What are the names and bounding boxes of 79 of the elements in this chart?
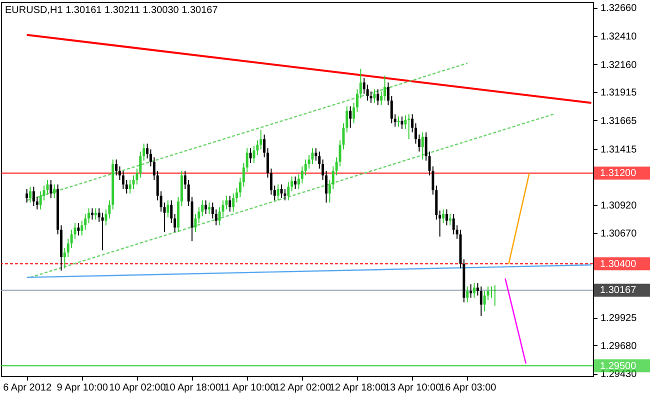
candlestick: [442, 208, 445, 224]
candlestick: [29, 186, 32, 204]
candlestick: [276, 184, 280, 201]
x-tick-label: 12 Apr 02:00: [274, 382, 332, 394]
chart-title: EURUSD,H1 1.30161 1.30211 1.30030 1.30167: [5, 5, 218, 16]
y-tick-label: 1.29430: [600, 369, 638, 380]
candlestick: [421, 132, 424, 160]
candlestick: [483, 290, 486, 312]
candlestick: [128, 179, 132, 194]
candlestick: [208, 202, 210, 214]
candlestick: [376, 88, 380, 106]
candlestick: [370, 91, 372, 104]
x-tick-label: 9 Apr 10:00: [56, 382, 108, 394]
candlestick: [104, 208, 108, 226]
candlestick: [80, 220, 84, 236]
candlestick: [466, 286, 469, 303]
candlestick: [349, 106, 352, 128]
candlestick: [194, 213, 197, 233]
y-tick-label: 1.29680: [600, 340, 638, 352]
candlestick: [94, 208, 97, 220]
x-tick-label: 12 Apr 18:00: [329, 382, 387, 394]
x-tick-label: 6 Apr 2012: [3, 382, 52, 394]
candlestick: [294, 176, 297, 190]
candlestick: [408, 114, 410, 140]
candlestick: [448, 213, 452, 226]
y-tick-label: 1.31665: [600, 116, 638, 127]
candlestick: [214, 208, 218, 226]
y-tick-label: 1.32410: [600, 32, 638, 42]
candlestick: [304, 159, 307, 176]
candlestick: [311, 148, 314, 165]
y-tick-label: 1.32660: [600, 3, 638, 14]
candlestick: [445, 208, 448, 226]
y-tick-label: 1.31915: [600, 88, 638, 99]
candlestick: [32, 186, 35, 206]
candlestick: [249, 148, 252, 164]
candlestick: [122, 170, 124, 190]
candlestick: [166, 200, 170, 218]
ref-line-label: 1.30167: [600, 285, 637, 296]
candlestick: [170, 200, 173, 224]
candlestick: [115, 159, 118, 176]
x-tick-label: 10 Apr 18:00: [164, 382, 222, 394]
candlestick: [53, 184, 56, 199]
candlestick: [252, 145, 256, 164]
candlestick: [384, 75, 386, 102]
candlestick: [287, 182, 290, 201]
candlestick: [494, 284, 496, 306]
candlestick: [366, 84, 369, 102]
candlestick: [77, 222, 80, 236]
candlestick: [452, 213, 455, 235]
x-tick-label: 16 Apr 03:00: [440, 382, 497, 394]
candlestick: [90, 208, 94, 220]
y-tick-label: 1.31415: [600, 144, 638, 156]
candlestick: [204, 200, 208, 214]
candlestick: [228, 195, 232, 212]
y-tick-label: 1.30920: [600, 200, 638, 212]
candlestick: [397, 116, 400, 128]
candlestick: [373, 88, 376, 104]
y-tick-label: 1.29925: [600, 313, 638, 324]
candlestick: [50, 179, 52, 199]
y-tick-label: 1.30670: [600, 228, 638, 240]
candlestick: [400, 116, 404, 130]
candlestick: [473, 282, 476, 298]
candlestick: [314, 148, 318, 162]
x-tick-label: 11 Apr 10:00: [220, 382, 276, 394]
ref-line-label: 1.30400: [600, 258, 637, 270]
ref-line-label: 1.31200: [600, 168, 637, 180]
candlestick: [404, 114, 407, 130]
candlestick: [380, 91, 383, 106]
candlestick: [486, 286, 490, 301]
candlestick: [232, 193, 235, 212]
candlestick: [480, 286, 482, 316]
x-tick-label: 10 Apr 02:00: [109, 382, 166, 394]
candlestick: [280, 184, 283, 199]
x-tick-label: 13 Apr 10:00: [384, 382, 442, 394]
candlestick: [470, 284, 472, 298]
candlestick: [284, 188, 286, 201]
candlestick: [125, 179, 128, 194]
y-tick-label: 1.32160: [600, 60, 638, 71]
candlestick: [26, 188, 28, 204]
